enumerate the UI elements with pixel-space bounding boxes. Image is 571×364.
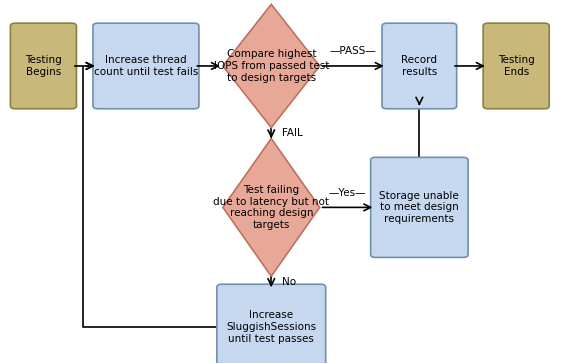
- FancyBboxPatch shape: [371, 157, 468, 257]
- FancyBboxPatch shape: [217, 284, 325, 364]
- Polygon shape: [223, 4, 320, 128]
- Text: Increase thread
count until test fails: Increase thread count until test fails: [94, 55, 198, 77]
- Text: Storage unable
to meet design
requirements: Storage unable to meet design requiremen…: [380, 191, 459, 224]
- Text: Record
results: Record results: [401, 55, 437, 77]
- Text: —Yes—: —Yes—: [329, 188, 366, 198]
- Text: Compare highest
IOPS from passed test
to design targets: Compare highest IOPS from passed test to…: [214, 50, 329, 83]
- FancyBboxPatch shape: [382, 23, 457, 109]
- Polygon shape: [223, 138, 320, 276]
- Text: Testing
Ends: Testing Ends: [498, 55, 534, 77]
- FancyBboxPatch shape: [10, 23, 77, 109]
- Text: FAIL: FAIL: [282, 128, 302, 138]
- Text: Test failing
due to latency but not
reaching design
targets: Test failing due to latency but not reac…: [213, 185, 329, 230]
- Text: —PASS—: —PASS—: [330, 47, 376, 56]
- FancyBboxPatch shape: [93, 23, 199, 109]
- Text: No: No: [282, 277, 296, 287]
- Text: Increase
SluggishSessions
until test passes: Increase SluggishSessions until test pas…: [226, 310, 316, 344]
- Text: Testing
Begins: Testing Begins: [25, 55, 62, 77]
- FancyBboxPatch shape: [483, 23, 549, 109]
